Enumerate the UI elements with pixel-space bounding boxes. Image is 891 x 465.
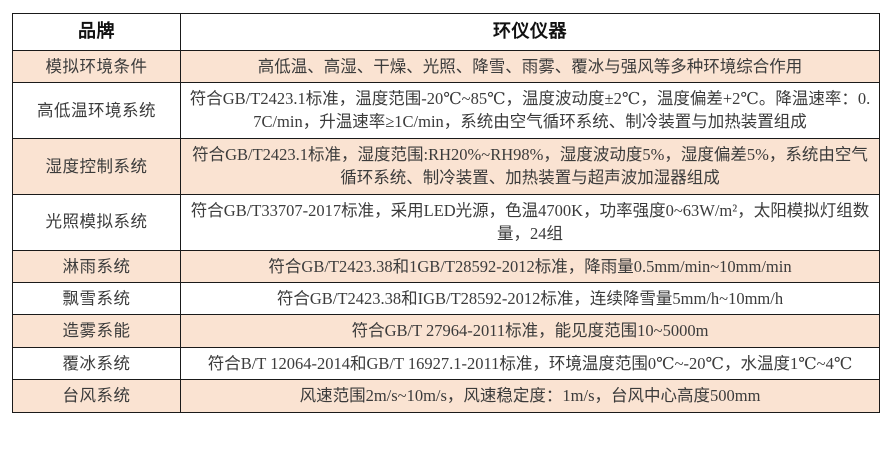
table-body: 模拟环境条件 高低温、高湿、干燥、光照、降雪、雨雾、覆冰与强风等多种环境综合作用高… bbox=[12, 49, 880, 413]
table-header: 品牌 环仪仪器 bbox=[12, 13, 880, 51]
row-value-cell: 符合GB/T2423.38和1GB/T28592-2012标准，降雨量0.5mm… bbox=[180, 249, 880, 283]
row-label-cell: 湿度控制系统 bbox=[12, 137, 181, 195]
row-value-cell: 符合GB/T2423.1标准，湿度范围:RH20%~RH98%，湿度波动度5%，… bbox=[180, 137, 880, 195]
row-value-cell: 符合B/T 12064-2014和GB/T 16927.1-2011标准，环境温… bbox=[180, 346, 880, 381]
table-row: 湿度控制系统 符合GB/T2423.1标准，湿度范围:RH20%~RH98%，湿度… bbox=[12, 137, 880, 195]
column-header-brand: 品牌 bbox=[12, 13, 181, 51]
table-row: 淋雨系统 符合GB/T2423.38和1GB/T28592-2012标准，降雨量0… bbox=[12, 249, 880, 283]
row-label-cell: 高低温环境系统 bbox=[12, 81, 181, 139]
table-row: 光照模拟系统 符合GB/T33707-2017标准，采用LED光源，色温4700K… bbox=[12, 193, 880, 251]
row-label-cell: 台风系统 bbox=[12, 379, 181, 413]
spec-table-container: 品牌 环仪仪器 模拟环境条件 高低温、高湿、干燥、光照、降雪、雨雾、覆冰与强风等多… bbox=[12, 13, 880, 413]
table-row: 高低温环境系统 符合GB/T2423.1标准，温度范围-20℃~85℃，温度波动度… bbox=[12, 81, 880, 139]
row-value-cell: 高低温、高湿、干燥、光照、降雪、雨雾、覆冰与强风等多种环境综合作用 bbox=[180, 49, 880, 83]
table-row: 造雾系能 符合GB/T 27964-2011标准，能见度范围10~5000m bbox=[12, 314, 880, 348]
table-row: 模拟环境条件 高低温、高湿、干燥、光照、降雪、雨雾、覆冰与强风等多种环境综合作用 bbox=[12, 49, 880, 83]
row-label-cell: 淋雨系统 bbox=[12, 249, 181, 283]
table-header-row: 品牌 环仪仪器 bbox=[12, 13, 880, 51]
row-label-cell: 光照模拟系统 bbox=[12, 193, 181, 251]
table-row: 台风系统 风速范围2m/s~10m/s，风速稳定度：1m/s，台风中心高度500m… bbox=[12, 379, 880, 413]
row-label-cell: 模拟环境条件 bbox=[12, 49, 181, 83]
environment-spec-table: 品牌 环仪仪器 模拟环境条件 高低温、高湿、干燥、光照、降雪、雨雾、覆冰与强风等多… bbox=[12, 13, 880, 413]
row-label-cell: 造雾系能 bbox=[12, 314, 181, 348]
row-value-cell: 符合GB/T2423.38和IGB/T28592-2012标准，连续降雪量5mm… bbox=[180, 281, 880, 316]
table-row: 飘雪系统 符合GB/T2423.38和IGB/T28592-2012标准，连续降雪… bbox=[12, 281, 880, 316]
row-label-cell: 飘雪系统 bbox=[12, 281, 181, 316]
table-row: 覆冰系统 符合B/T 12064-2014和GB/T 16927.1-2011标准… bbox=[12, 346, 880, 381]
row-label-cell: 覆冰系统 bbox=[12, 346, 181, 381]
row-value-cell: 风速范围2m/s~10m/s，风速稳定度：1m/s，台风中心高度500mm bbox=[180, 379, 880, 413]
column-header-product: 环仪仪器 bbox=[180, 13, 880, 51]
row-value-cell: 符合GB/T2423.1标准，温度范围-20℃~85℃，温度波动度±2℃，温度偏… bbox=[180, 81, 880, 139]
row-value-cell: 符合GB/T 27964-2011标准，能见度范围10~5000m bbox=[180, 314, 880, 348]
row-value-cell: 符合GB/T33707-2017标准，采用LED光源，色温4700K，功率强度0… bbox=[180, 193, 880, 251]
